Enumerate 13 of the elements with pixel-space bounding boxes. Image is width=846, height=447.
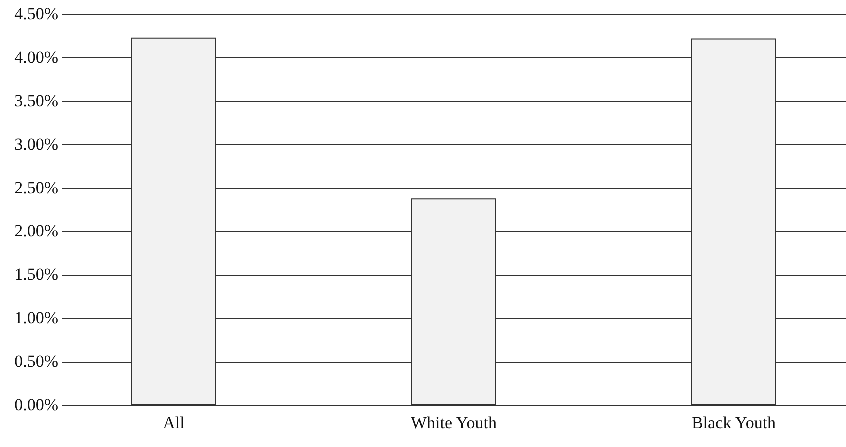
- x-tick-label: Black Youth: [692, 414, 777, 432]
- x-tick-label: All: [163, 414, 186, 432]
- y-tick-label: 2.50%: [14, 178, 58, 198]
- y-tick-label: 1.50%: [14, 265, 58, 284]
- y-tick-label: 4.00%: [14, 48, 58, 67]
- y-tick-label: 3.00%: [14, 134, 58, 154]
- y-tick-label: 0.00%: [14, 396, 58, 414]
- y-tick-label: 1.00%: [14, 308, 58, 328]
- y-tick-label: 2.00%: [14, 222, 58, 241]
- y-tick-label: 0.50%: [14, 352, 58, 372]
- x-tick-label: White Youth: [411, 414, 498, 432]
- y-tick-label: 4.50%: [14, 4, 58, 24]
- y-tick-label: 3.50%: [14, 91, 58, 110]
